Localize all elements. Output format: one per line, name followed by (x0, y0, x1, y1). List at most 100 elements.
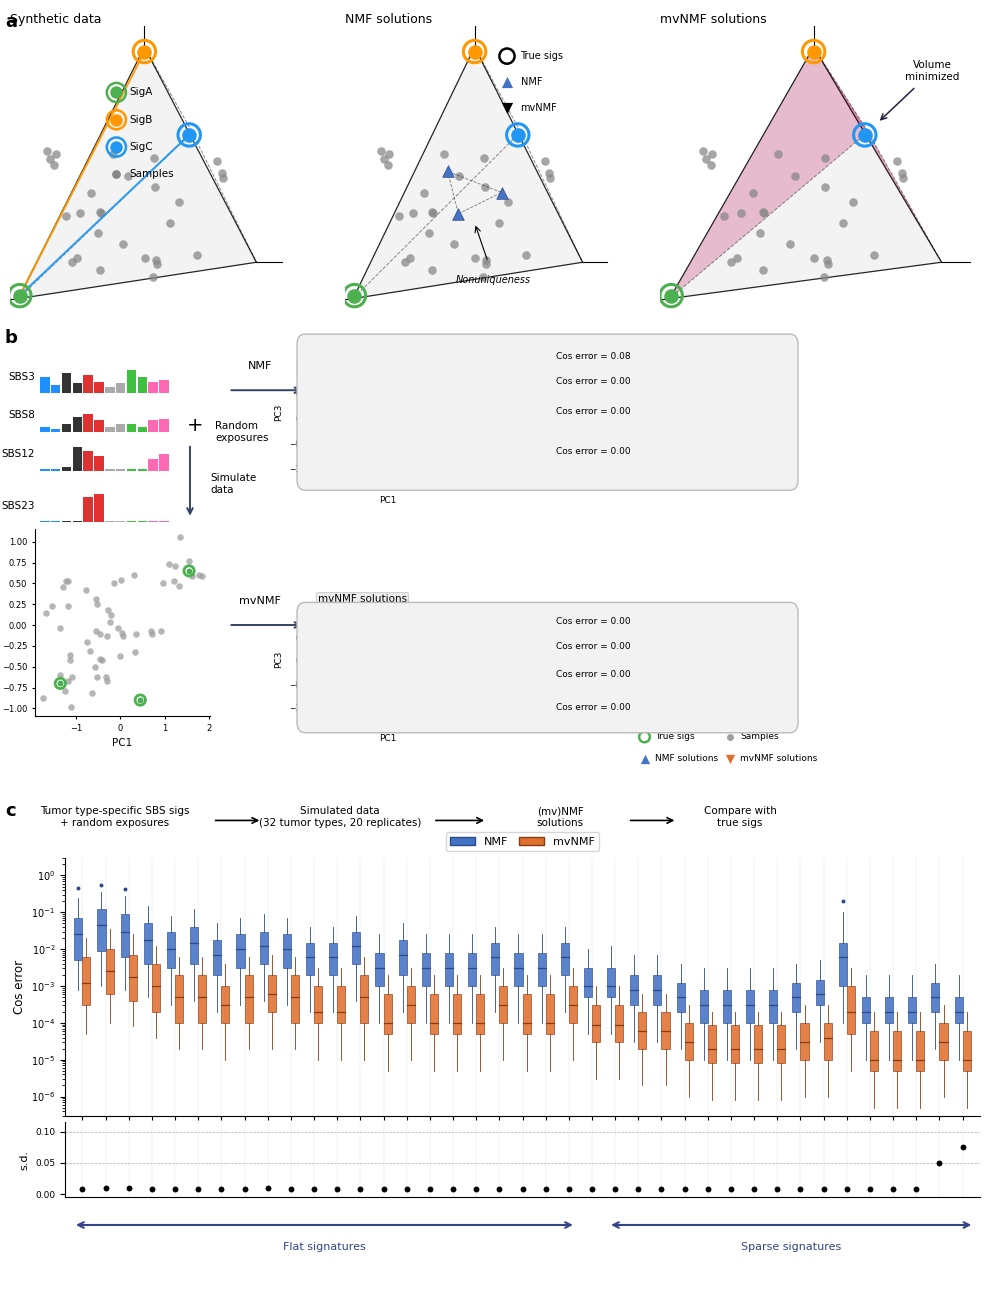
Bar (72, 448, 82, 471)
Point (358, 396, 374, 417)
Point (132, 690, 148, 711)
Bar (539, 624, 545, 632)
Point (537, 151, 553, 172)
Bar (701, 360, 706, 370)
Text: SigC: SigC (129, 142, 153, 152)
Bar (72, 383, 82, 393)
Bar (62, 373, 71, 393)
Point (92, 649, 108, 670)
Bar (40, 521, 50, 522)
Point (120, 166, 136, 187)
Point (329, 685, 345, 706)
Point (440, 161, 456, 182)
Point (332, 448, 348, 468)
Point (390, 424, 406, 445)
Point (126, 565, 142, 586)
Text: True sigs: True sigs (655, 733, 695, 742)
Bar (955, 997, 963, 1023)
Point (723, 252, 739, 272)
Point (121, 1178, 137, 1198)
Bar (653, 975, 661, 1005)
Text: Cos error = 0.00: Cos error = 0.00 (556, 408, 631, 415)
Bar (482, 653, 488, 658)
Text: Cos error = 0.00: Cos error = 0.00 (556, 378, 631, 386)
Bar (236, 934, 245, 969)
Bar (489, 670, 495, 685)
Point (394, 693, 410, 713)
Point (38, 602, 54, 623)
Bar (518, 387, 524, 393)
Text: Flat signatures: Flat signatures (283, 1242, 366, 1251)
Point (329, 1179, 345, 1200)
Point (92, 259, 108, 280)
Point (399, 1179, 415, 1200)
Point (857, 125, 873, 146)
Point (366, 440, 382, 461)
Point (366, 680, 382, 700)
Bar (538, 953, 546, 986)
Point (316, 644, 332, 664)
Bar (525, 387, 531, 393)
Text: mvNMF: mvNMF (239, 596, 281, 606)
Point (478, 254, 494, 275)
Bar (800, 1023, 809, 1059)
Point (89, 593, 105, 614)
Bar (685, 1023, 693, 1059)
Point (478, 250, 494, 271)
Bar (728, 392, 733, 396)
Bar (518, 361, 524, 368)
Point (361, 655, 377, 676)
Bar (750, 362, 754, 370)
Bar (870, 1031, 878, 1071)
Point (106, 573, 122, 593)
Point (108, 137, 124, 157)
Point (328, 444, 344, 464)
Bar (152, 964, 160, 1011)
Point (72, 203, 88, 223)
Text: SBS3: SBS3 (637, 644, 662, 654)
Bar (503, 700, 510, 719)
Bar (40, 427, 50, 432)
Point (108, 110, 124, 130)
Point (213, 1179, 229, 1200)
Bar (138, 377, 147, 393)
Bar (525, 617, 531, 632)
Point (663, 285, 679, 306)
Bar (939, 1023, 948, 1059)
Point (321, 640, 337, 660)
Point (379, 413, 395, 433)
Point (162, 213, 178, 233)
Point (90, 223, 106, 244)
Point (328, 684, 344, 704)
Bar (159, 419, 169, 432)
Point (437, 623, 453, 644)
Bar (468, 390, 474, 393)
Point (148, 250, 164, 271)
Point (816, 267, 832, 288)
Bar (496, 646, 503, 658)
Bar (489, 648, 495, 658)
Bar (476, 995, 484, 1035)
Point (39, 141, 55, 161)
Point (367, 657, 383, 677)
Point (52, 618, 68, 639)
Text: Cos error = 0.00: Cos error = 0.00 (556, 670, 631, 679)
Point (333, 626, 349, 646)
Point (44, 595, 60, 615)
Point (358, 440, 374, 461)
Bar (744, 654, 749, 660)
Point (335, 382, 351, 402)
Text: +: + (187, 417, 203, 435)
Bar (475, 391, 481, 393)
Bar (482, 353, 488, 368)
Point (363, 670, 379, 690)
Bar (503, 360, 510, 368)
Bar (514, 953, 522, 986)
Point (355, 689, 371, 710)
Bar (706, 655, 711, 660)
Point (491, 1179, 507, 1200)
Point (413, 383, 429, 404)
Bar (717, 364, 722, 370)
Text: Random
exposures: Random exposures (215, 422, 268, 442)
Text: SBS23: SBS23 (656, 410, 687, 421)
